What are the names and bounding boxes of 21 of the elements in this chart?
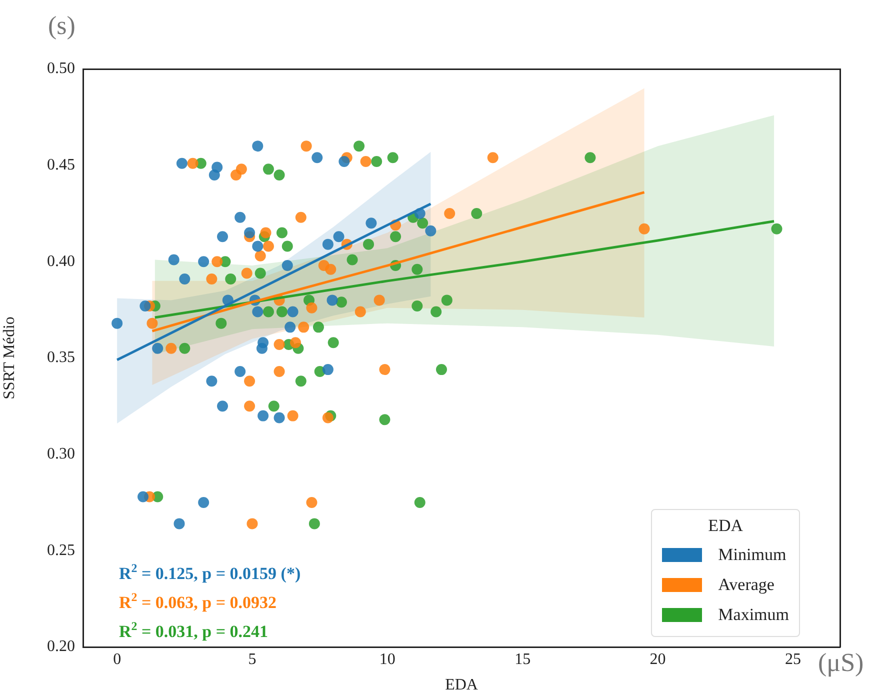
x-tick-label: 20: [650, 650, 666, 668]
y-tick-label: 0.25: [47, 542, 75, 559]
x-tick-label: 5: [248, 650, 256, 668]
legend-label: Minimum: [718, 545, 786, 565]
y-tick-label: 0.35: [47, 349, 75, 366]
y-tick-label: 0.40: [47, 252, 75, 270]
y-tick-label: 0.45: [47, 156, 75, 174]
legend-label: Maximum: [718, 605, 789, 625]
x-tick-label: 0: [113, 650, 122, 668]
y-tick-label: 0.30: [47, 446, 75, 463]
legend-label: Average: [718, 575, 774, 595]
text: (s): [48, 11, 76, 40]
y-axis-title: SSRT Médio: [0, 316, 18, 400]
y-tick-label: 0.20: [47, 638, 75, 656]
x-tick-label: 15: [514, 650, 531, 668]
x-axis-title: EDA: [445, 676, 478, 694]
text: (μS): [818, 648, 864, 677]
y-tick-label: 0.50: [47, 60, 75, 78]
x-tick-label: 10: [379, 650, 396, 668]
legend-title: EDA: [707, 516, 744, 536]
x-tick-label: 25: [784, 650, 801, 668]
